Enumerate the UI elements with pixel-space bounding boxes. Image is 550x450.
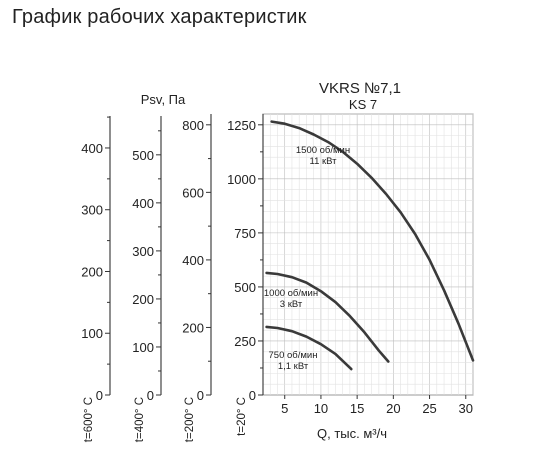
y-tick-label: 0: [147, 388, 154, 403]
y-axis-temperature-label: t=600° C: [83, 397, 95, 442]
x-tick-label: 20: [386, 401, 400, 416]
y-tick-label: 200: [81, 264, 103, 279]
chart-grid: [262, 113, 474, 396]
series-label: 1000 об/мин 3 кВт: [264, 288, 318, 310]
series-label-line: 1000 об/мин: [264, 288, 318, 299]
y-tick-label: 500: [234, 280, 256, 295]
y-tick-label: 400: [182, 253, 204, 268]
y-tick-label: 200: [132, 292, 154, 307]
y-tick-label: 400: [81, 141, 103, 156]
x-tick-label: 5: [281, 401, 288, 416]
y-axis-temperature-label: t=400° C: [134, 397, 146, 442]
series-label-line: 1,1 кВт: [278, 361, 309, 372]
chart-series: [265, 120, 475, 371]
y-tick-label: 750: [234, 226, 256, 241]
series-label-line: 750 об/мин: [269, 350, 318, 361]
y-axis-t400: 0 100 200 300 400 500 t=400° C: [132, 116, 162, 442]
y-tick-label: 250: [234, 334, 256, 349]
y-tick-label: 500: [132, 148, 154, 163]
x-tick-label: 25: [422, 401, 436, 416]
y-tick-label: 100: [81, 326, 103, 341]
y-axis-t600: 0 100 200 300 400 t=600° C: [81, 116, 111, 442]
series-curve: [265, 325, 353, 371]
y-axis-t200: 0 200 400 600 800 t=200° C: [182, 114, 212, 442]
y-tick-label: 300: [132, 244, 154, 259]
series-curve: [265, 271, 390, 363]
y-axis-t20: 0 250 500 750 1000 1250 t=20° C: [227, 114, 264, 436]
chart-labels: VKRS №7,1 KS 7 Q, тыс. м³/ч Psv, Па 1500…: [141, 80, 401, 441]
chart-subtitle: KS 7: [349, 97, 377, 112]
y-tick-label: 600: [182, 185, 204, 200]
y-tick-label: 0: [249, 388, 256, 403]
y-tick-label: 300: [81, 203, 103, 218]
y-tick-label: 100: [132, 340, 154, 355]
y-tick-label: 0: [96, 388, 103, 403]
y-tick-label: 1250: [227, 118, 256, 133]
y-axis-temperature-label: t=200° C: [184, 397, 196, 442]
page-title: График рабочих характеристик: [12, 6, 307, 28]
y-tick-label: 800: [182, 118, 204, 133]
y-axis-temperature-label: t=20° C: [236, 397, 248, 436]
series-label: 750 об/мин 1,1 кВт: [269, 350, 318, 372]
y-axis-label: Psv, Па: [141, 92, 186, 107]
y-tick-label: 0: [197, 388, 204, 403]
x-tick-label: 10: [314, 401, 328, 416]
y-tick-label: 200: [182, 320, 204, 335]
series-curve: [270, 120, 475, 362]
y-tick-label: 1000: [227, 172, 256, 187]
series-label-line: 1500 об/мин: [296, 145, 350, 156]
x-axis-label: Q, тыс. м³/ч: [317, 426, 387, 441]
x-tick-label: 30: [459, 401, 473, 416]
series-label: 1500 об/мин 11 кВт: [296, 145, 350, 167]
y-tick-label: 400: [132, 196, 154, 211]
series-label-line: 11 кВт: [309, 156, 337, 167]
x-tick-label: 15: [350, 401, 364, 416]
chart-title: VKRS №7,1: [319, 80, 401, 97]
series-label-line: 3 кВт: [280, 299, 303, 310]
